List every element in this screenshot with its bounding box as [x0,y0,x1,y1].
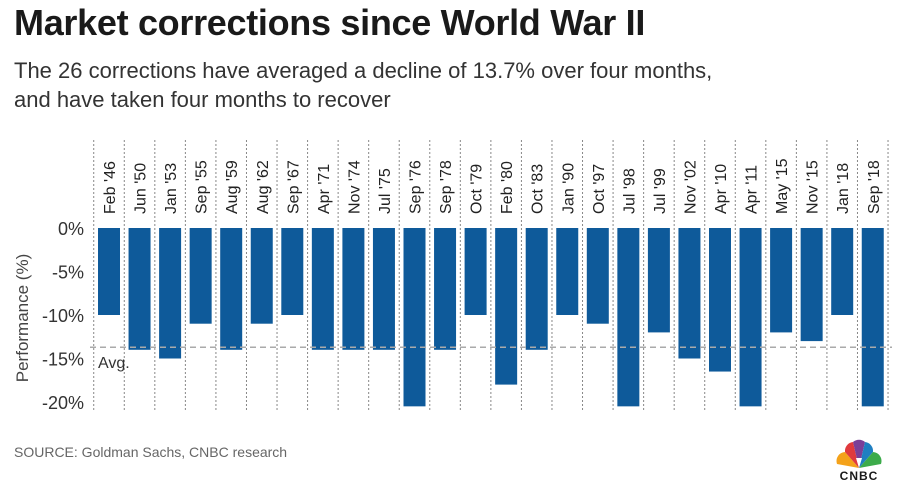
category-label: Aug '59 [224,160,241,214]
category-label: Jan '18 [835,163,852,214]
category-label: Aug '62 [255,160,272,214]
bar [403,228,426,407]
category-label: Sep '55 [194,160,211,214]
bar [709,228,731,372]
category-label: Sep '67 [285,160,302,214]
bar [495,228,518,385]
chart-subtitle: The 26 corrections have averaged a decli… [14,56,894,114]
bar [128,228,151,350]
bar [342,228,365,350]
subtitle-line-2: and have taken four months to recover [14,87,391,112]
bar [525,228,548,350]
category-label: Jan '53 [163,163,180,214]
bar [800,228,823,342]
subtitle-line-1: The 26 corrections have averaged a decli… [14,58,713,83]
chart-title: Market corrections since World War II [14,2,646,43]
category-label: Oct '97 [591,164,608,214]
y-tick-label: 0% [58,219,84,239]
source-note: SOURCE: Goldman Sachs, CNBC research [14,444,288,460]
bar [220,228,243,350]
bar [647,228,670,333]
category-label: Nov '02 [682,160,699,214]
y-tick-label: -5% [52,263,84,283]
bar [861,228,884,407]
category-label: Nov '74 [346,160,363,214]
cnbc-logo: CNBC [824,438,894,483]
category-label: Oct '83 [530,164,547,214]
y-axis-title: Performance (%) [13,254,32,382]
bar [372,228,395,350]
bar [586,228,609,324]
category-label: Jul '99 [652,168,669,214]
category-label: Sep '76 [408,160,425,214]
bar [678,228,701,359]
y-tick-label: -20% [42,393,84,413]
peacock-icon [836,439,882,468]
bar [189,228,212,324]
average-label: Avg. [98,355,130,372]
category-label: Jan '90 [560,163,577,214]
bar [831,228,854,315]
category-label: Jun '50 [133,163,150,214]
bar [434,228,457,350]
bar [770,228,793,333]
bar [311,228,334,350]
bar [464,228,487,315]
category-label: Feb '46 [102,161,119,214]
bar [281,228,304,315]
bar [98,228,120,315]
bar [617,228,640,407]
y-tick-label: -10% [42,306,84,326]
category-label: Jul '98 [621,168,638,214]
bar [250,228,273,324]
category-label: Oct '79 [469,164,486,214]
y-tick-label: -15% [42,350,84,370]
category-label: Sep '18 [866,160,883,214]
category-label: Apr '71 [316,164,333,214]
bar [159,228,182,359]
category-label: Nov '15 [805,160,822,214]
category-label: May '15 [774,158,791,214]
bar [556,228,579,315]
cnbc-logo-text: CNBC [839,469,879,483]
category-label: Jul '75 [377,168,394,214]
category-label: Apr '10 [713,164,730,214]
category-label: Apr '11 [744,165,761,214]
bar [739,228,762,407]
category-label: Feb '80 [499,161,516,214]
category-label: Sep '78 [438,160,455,214]
